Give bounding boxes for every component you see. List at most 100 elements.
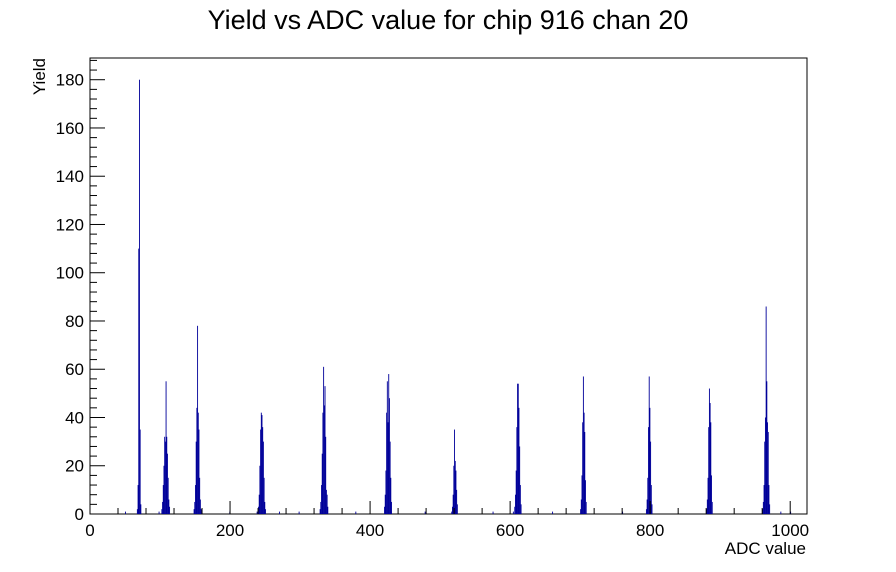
histogram-bar (514, 506, 516, 514)
histogram-bar (651, 504, 653, 514)
histogram-bar (125, 511, 126, 514)
histogram-bar (140, 504, 142, 514)
y-tick-label: 180 (56, 71, 84, 90)
histogram-bar (515, 494, 516, 514)
histogram-bar (452, 494, 454, 514)
y-tick-label: 60 (65, 360, 84, 379)
histogram-bar (260, 429, 262, 514)
histogram-bar (517, 383, 519, 514)
histogram-bar (262, 427, 264, 514)
x-axis-title: ADC value (725, 539, 806, 558)
y-tick-label: 0 (75, 505, 84, 524)
histogram-bar (516, 427, 518, 514)
histogram-bar (552, 511, 554, 514)
histogram-bar (766, 381, 768, 514)
histogram-bar (321, 453, 323, 514)
histogram-bar (389, 441, 391, 514)
histogram-bar (519, 485, 521, 514)
histogram-bar (168, 499, 170, 514)
histogram-bar (764, 441, 766, 514)
histogram-bar (767, 431, 769, 514)
histogram-bar (454, 429, 455, 514)
histogram-bar (769, 504, 771, 514)
histogram-bar (139, 79, 140, 515)
histogram-bar (198, 429, 200, 514)
histogram-bar (706, 499, 708, 514)
histogram-bar (768, 485, 770, 514)
histogram-bar (197, 412, 199, 514)
histogram-bar (193, 509, 195, 514)
histogram-bar (580, 499, 582, 514)
histogram-bar (321, 485, 322, 514)
histogram-bar (262, 441, 264, 514)
histogram-bar (195, 485, 196, 514)
y-tick-label: 40 (65, 408, 84, 427)
histogram-bar (452, 506, 453, 514)
histogram-bar (323, 405, 325, 514)
histogram-bar (199, 499, 201, 514)
histogram-bar (711, 501, 713, 514)
y-axis-title: Yield (30, 58, 49, 95)
histogram-bar (163, 465, 165, 514)
histogram-bar (762, 501, 764, 514)
histogram-bar (263, 477, 265, 514)
histogram-bar (391, 501, 392, 514)
histogram-bar (194, 501, 196, 514)
histogram-bar (139, 429, 141, 514)
histogram-bar (708, 388, 710, 514)
histogram-bar (388, 398, 390, 514)
histogram-bar (451, 511, 453, 514)
x-tick-label: 1000 (771, 521, 809, 540)
histogram-bar (385, 470, 387, 514)
histogram-bar (763, 485, 765, 514)
x-tick-label: 200 (216, 521, 244, 540)
histogram-bar (764, 417, 766, 514)
histogram-bar (320, 501, 322, 514)
y-axis-ticks: 0 20 40 60 80 100 120 140 160 180 (56, 59, 105, 524)
histogram-bar (649, 407, 651, 514)
histogram-bar (492, 511, 494, 514)
histogram-bar (765, 306, 767, 514)
histogram-bar (279, 511, 280, 514)
histogram-bar (169, 506, 171, 514)
histogram-bar (164, 441, 166, 514)
histogram-bar (165, 381, 167, 514)
histogram-bar (162, 485, 164, 514)
histogram-bar (325, 489, 327, 514)
histogram-bar (197, 325, 199, 514)
histogram-bar (580, 509, 582, 514)
histogram-bar (327, 506, 329, 514)
histogram-bar (388, 374, 390, 514)
histogram-bar (518, 407, 520, 514)
histogram-bar (517, 383, 519, 514)
histogram-bar (319, 509, 321, 514)
y-tick-label: 120 (56, 215, 84, 234)
histogram-bar (195, 441, 197, 514)
histogram-bar (259, 465, 261, 514)
y-tick-label: 20 (65, 457, 84, 476)
histogram-bar (196, 407, 198, 514)
histogram-bar (519, 446, 521, 514)
histogram-bar (453, 465, 455, 514)
histogram-bar (325, 436, 327, 514)
y-tick-label: 100 (56, 264, 84, 283)
histogram-bar (707, 477, 709, 514)
histogram-bar (387, 422, 389, 514)
histogram-bar (138, 248, 140, 514)
histogram-bar (264, 501, 266, 514)
histogram-bar (767, 422, 768, 514)
histogram-bar (390, 477, 392, 514)
histogram-bar (298, 511, 300, 514)
x-tick-label: 0 (85, 521, 94, 540)
histogram-bar (582, 422, 584, 514)
histogram-bar (650, 485, 652, 514)
chart-title: Yield vs ADC value for chip 916 chan 20 (208, 5, 689, 35)
histogram-bar (162, 501, 164, 514)
histogram-bar (454, 460, 456, 514)
histogram-bar (581, 475, 583, 514)
histogram-bar (324, 386, 326, 514)
y-tick-label: 160 (56, 119, 84, 138)
histogram-bar (708, 427, 710, 514)
histogram-bar (164, 436, 166, 514)
